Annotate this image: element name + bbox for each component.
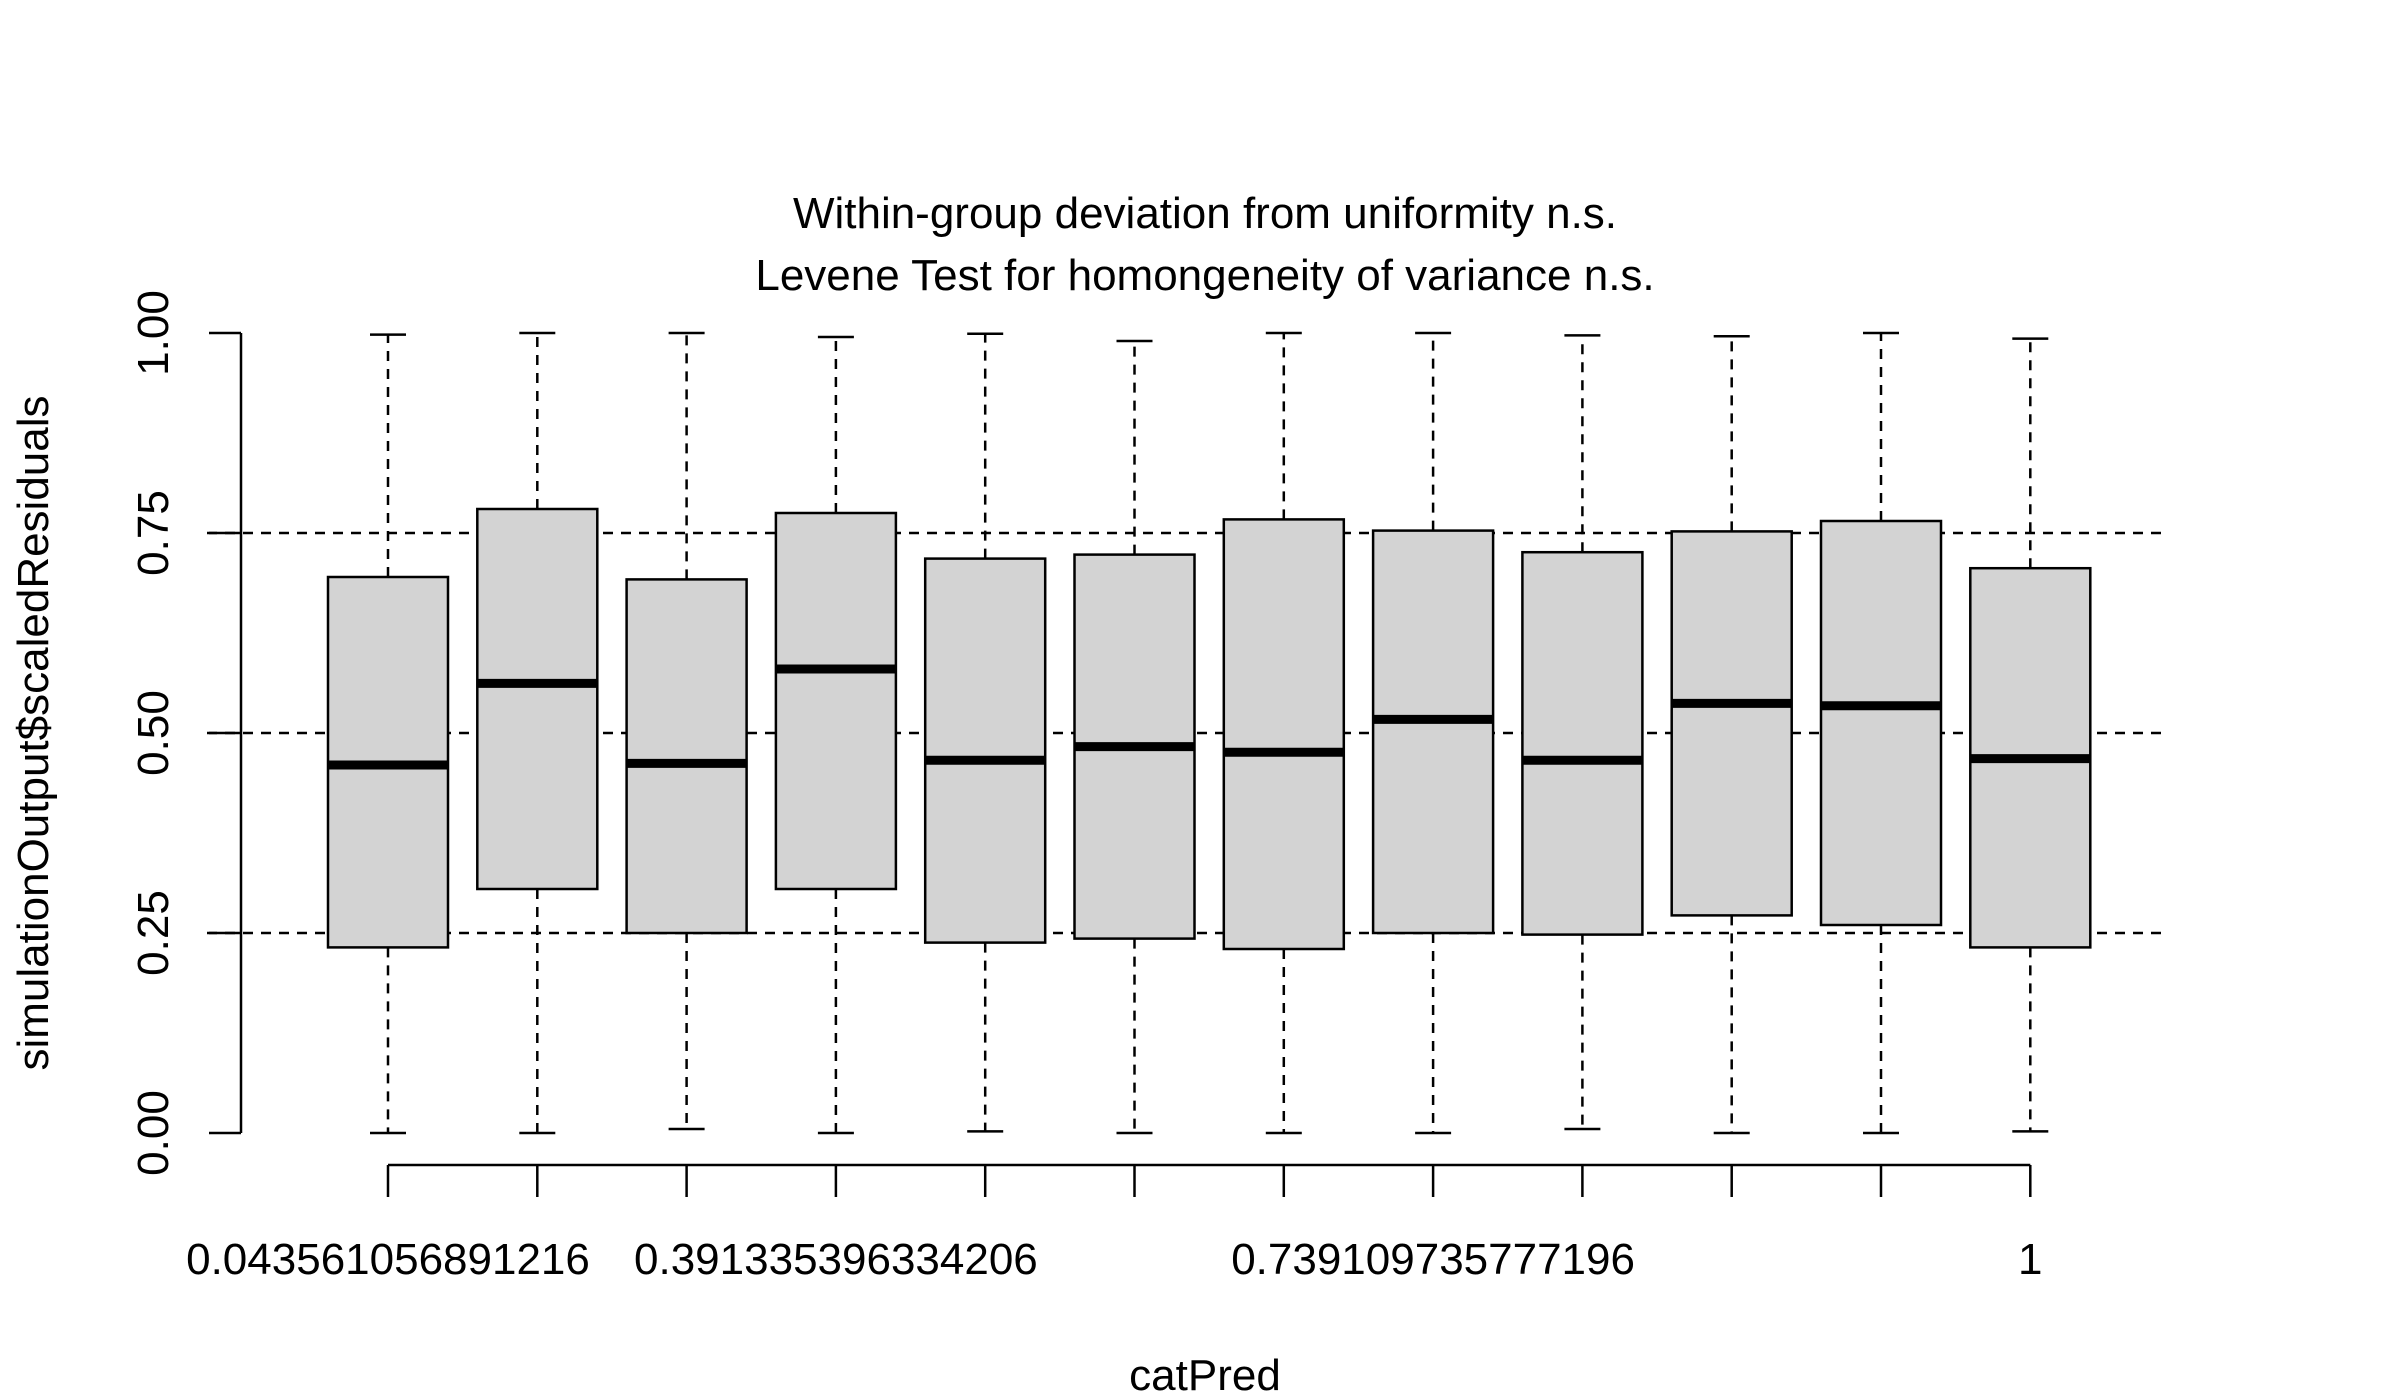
y-tick-label: 0.75 — [129, 490, 178, 576]
chart-title-line-2: Levene Test for homongeneity of variance… — [755, 251, 1654, 300]
box — [774, 511, 898, 891]
chart-title-line-1: Within-group deviation from uniformity n… — [793, 189, 1617, 238]
x-tick-label: 0.043561056891216 — [186, 1235, 590, 1284]
y-axis-label: simulationOutput$scaledResiduals — [9, 395, 58, 1070]
box — [1222, 518, 1346, 951]
y-tick-label: 0.50 — [129, 690, 178, 776]
box — [1819, 519, 1943, 927]
x-tick-label: 0.391335396334206 — [634, 1235, 1038, 1284]
box — [625, 578, 748, 935]
x-tick-label: 0.739109735777196 — [1231, 1235, 1635, 1284]
box — [1521, 550, 1644, 936]
plot-area: 0.00 0.25 0.50 0.75 1.00 0.043561056891216 0.3… — [129, 290, 2165, 1284]
box — [923, 557, 1047, 944]
x-tick-label: 1 — [2018, 1235, 2042, 1284]
x-axis-label: catPred — [1129, 1351, 1281, 1400]
y-tick-label: 1.00 — [129, 290, 178, 376]
box — [1670, 530, 1793, 917]
y-tick-label: 0.00 — [129, 1090, 178, 1176]
y-tick-label: 0.25 — [129, 890, 178, 976]
box — [1371, 529, 1495, 935]
box — [476, 507, 599, 891]
